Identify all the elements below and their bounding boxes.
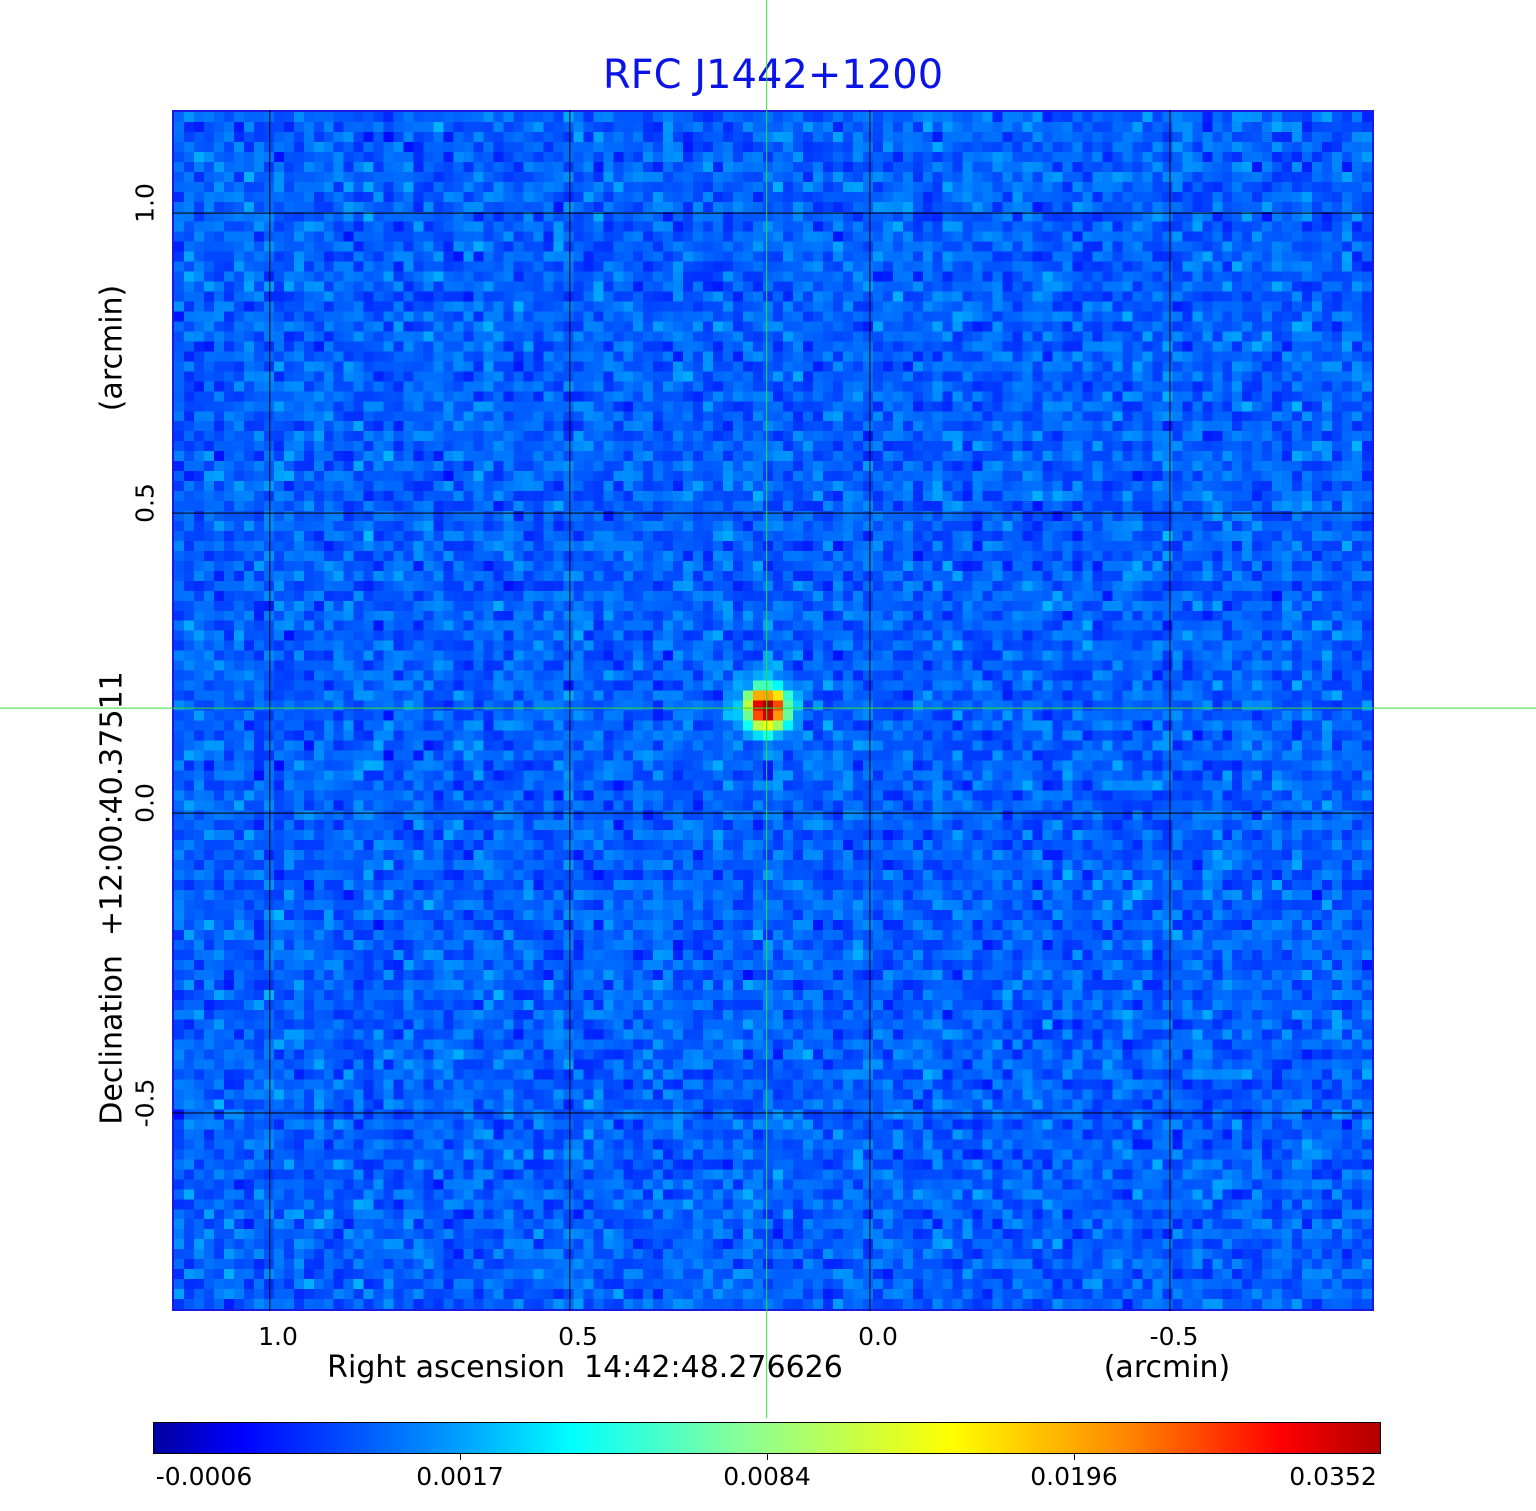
intensity-heatmap	[174, 112, 1372, 1309]
x-tick-label: 0.0	[858, 1322, 898, 1351]
y-tick-label: 0.0	[130, 783, 160, 823]
colorbar-tick	[460, 1454, 461, 1460]
colorbar-tick-label: -0.0006	[155, 1462, 253, 1491]
y-axis-unit: (arcmin)	[94, 284, 130, 412]
x-tick-label: 1.0	[258, 1322, 298, 1351]
colorbar-tick	[767, 1454, 768, 1460]
colorbar	[153, 1422, 1381, 1454]
x-tick-label: 0.5	[558, 1322, 598, 1351]
colorbar-tick-label: 0.0084	[723, 1462, 811, 1491]
colorbar-tick-label: 0.0352	[1289, 1462, 1377, 1491]
x-axis-label: Right ascension 14:42:48.276626	[327, 1350, 843, 1385]
x-axis-unit: (arcmin)	[1103, 1350, 1231, 1385]
colorbar-tick-label: 0.0196	[1030, 1462, 1118, 1491]
image-plot-area	[172, 110, 1374, 1311]
chart-title: RFC J1442+1200	[602, 52, 944, 98]
colorbar-tick	[1074, 1454, 1075, 1460]
y-axis-label: Declination +12:00:40.37511	[94, 671, 130, 1125]
x-tick-label: -0.5	[1149, 1322, 1199, 1351]
y-tick-label: 1.0	[130, 183, 160, 223]
y-tick-label: -0.5	[130, 1078, 160, 1128]
colorbar-tick-label: 0.0017	[416, 1462, 504, 1491]
y-tick-label: 0.5	[130, 483, 160, 523]
